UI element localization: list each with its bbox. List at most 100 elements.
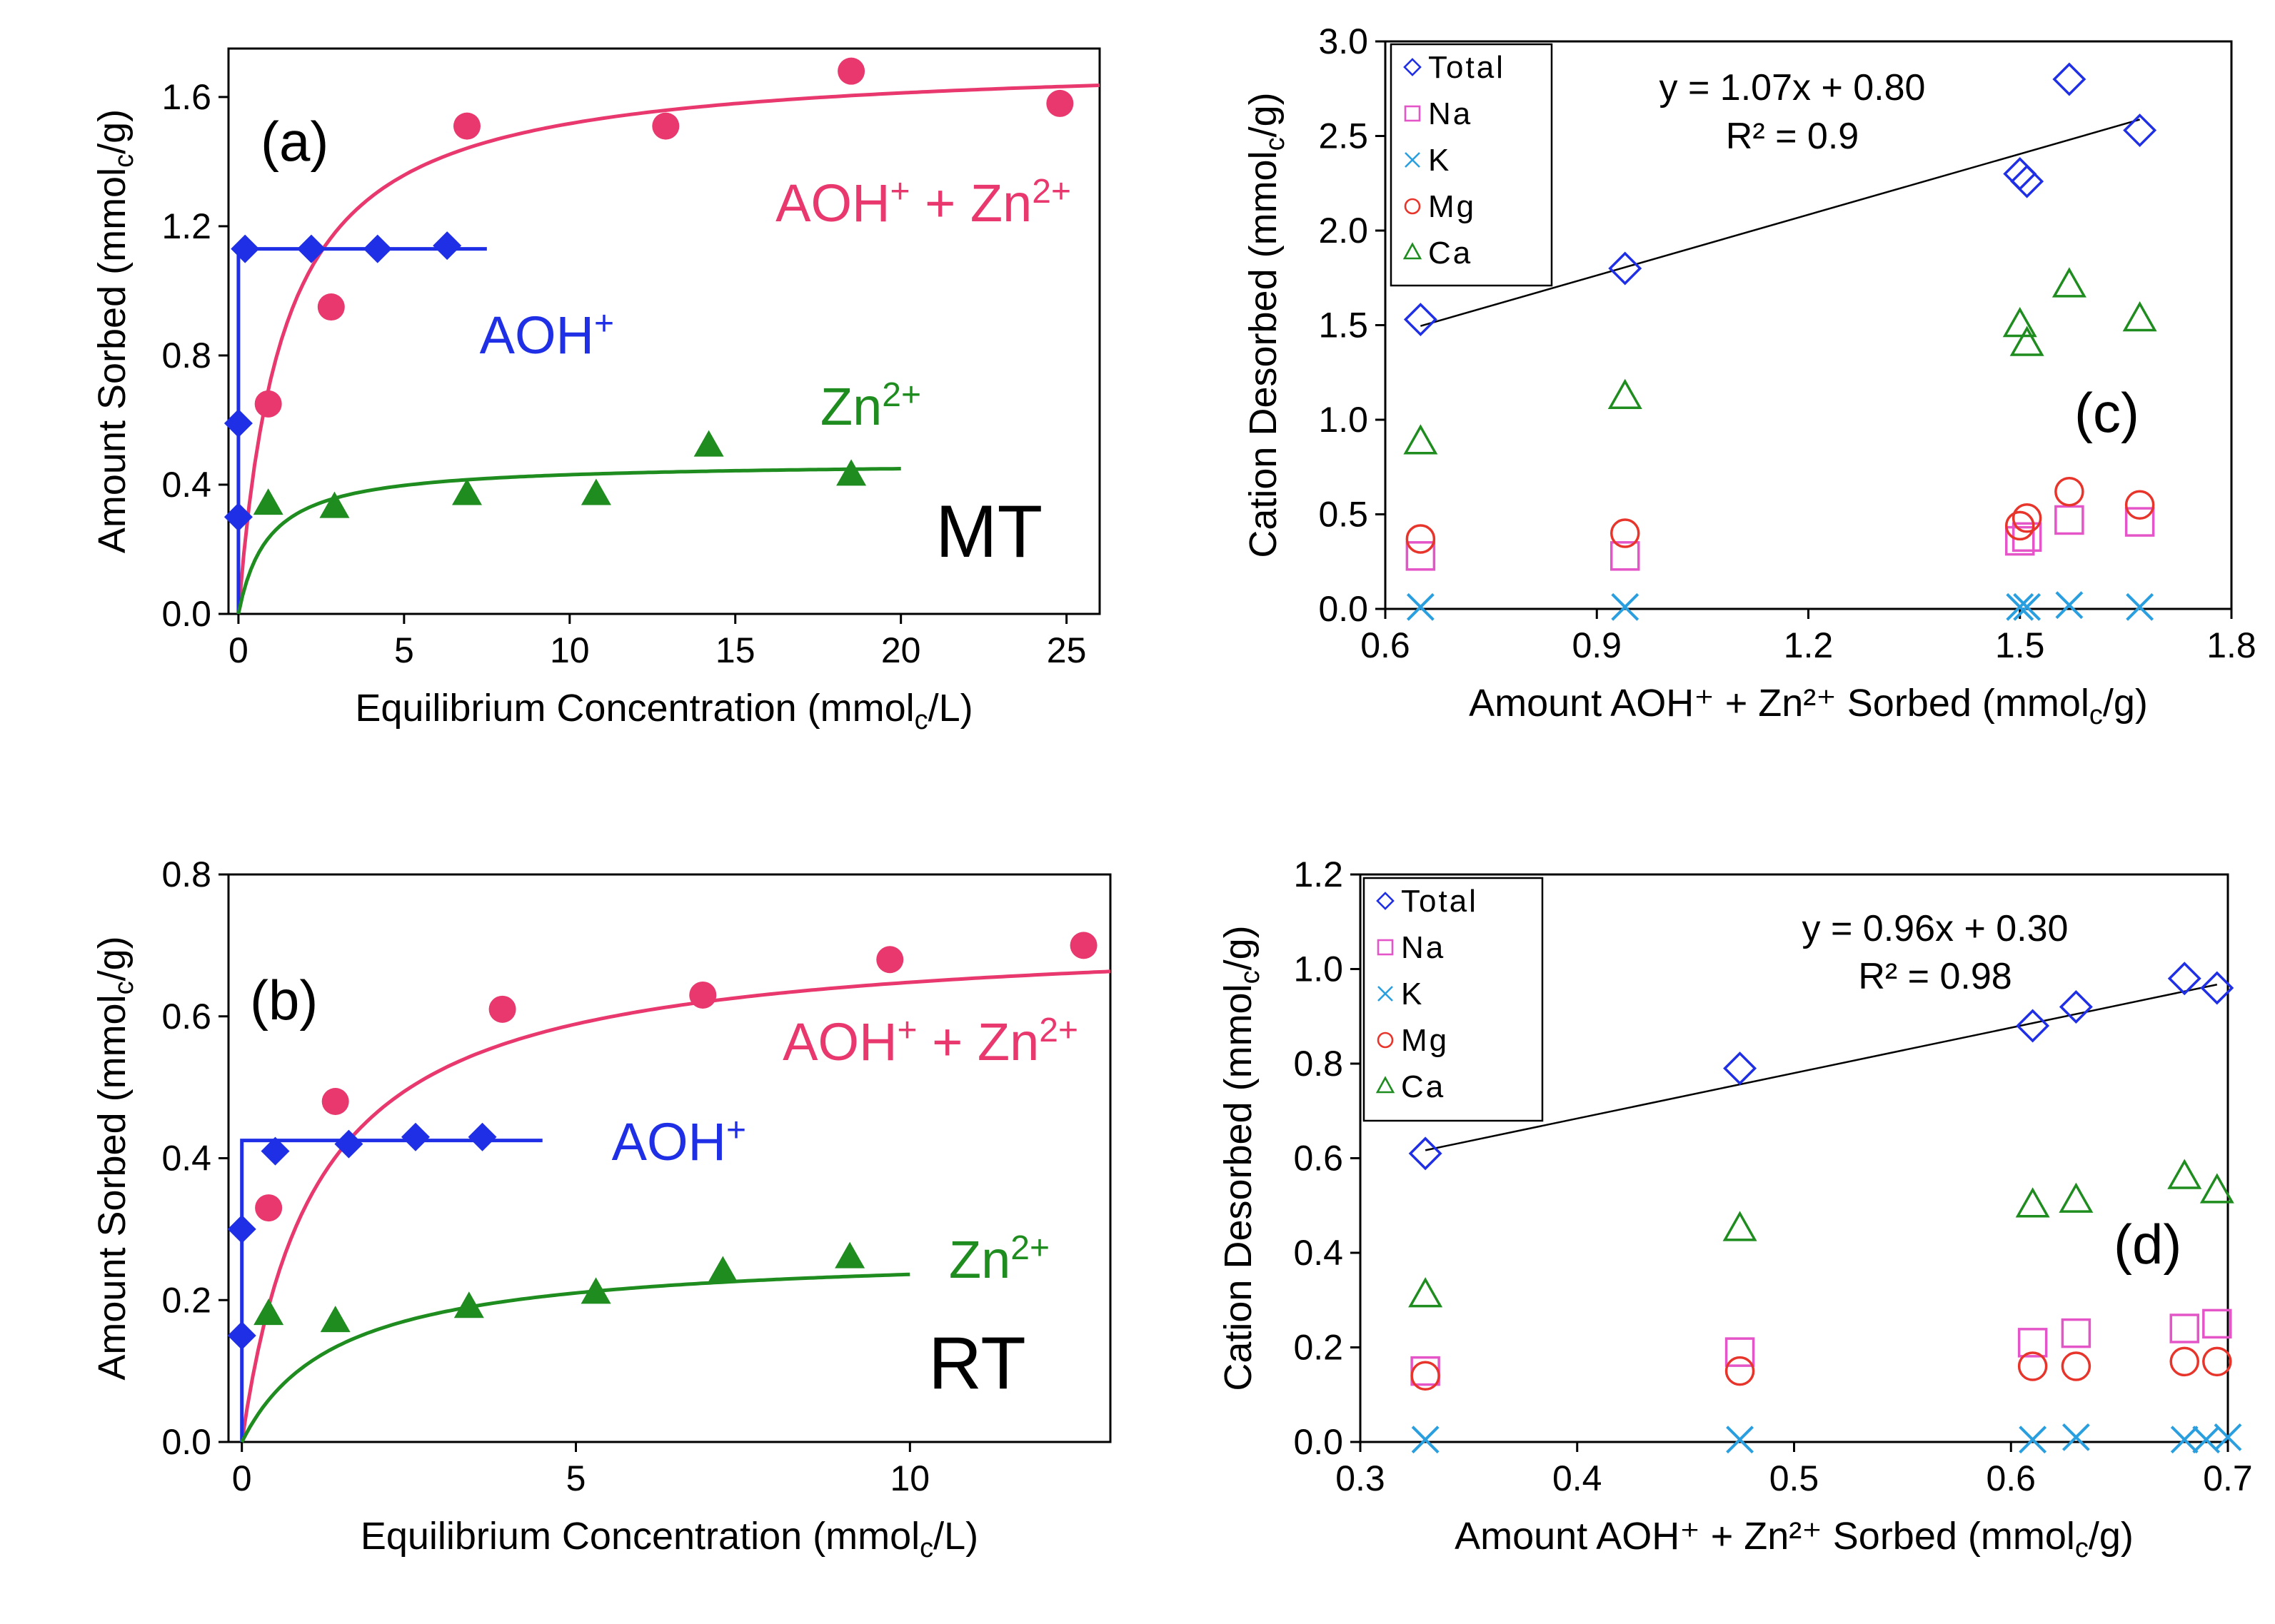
series-0: AOH+ + Zn2+ bbox=[236, 57, 1100, 615]
x-tick-label: 0.3 bbox=[1335, 1458, 1385, 1498]
x-tick-label: 0.4 bbox=[1552, 1458, 1602, 1498]
data-point bbox=[2051, 267, 2086, 298]
data-point bbox=[227, 1214, 256, 1244]
data-point bbox=[1724, 1356, 1755, 1386]
series-1: AOH+ bbox=[227, 1111, 746, 1442]
data-point bbox=[1405, 524, 1436, 554]
series-1: AOH+ bbox=[224, 231, 614, 614]
legend-marker-k bbox=[1377, 986, 1393, 1002]
data-point bbox=[652, 112, 680, 140]
data-point bbox=[296, 234, 326, 263]
x-axis-title: Equilibrium Concentration (mmolc/L) bbox=[361, 1515, 978, 1563]
x-tick-label: 0 bbox=[228, 630, 248, 670]
data-point bbox=[581, 478, 611, 505]
y-axis-title-sub: c bbox=[109, 981, 139, 994]
data-point bbox=[2009, 326, 2044, 356]
label-text: AOH bbox=[480, 306, 594, 365]
data-point bbox=[488, 995, 516, 1023]
data-point bbox=[2015, 1187, 2050, 1218]
legend-label-k: K bbox=[1401, 977, 1424, 1012]
data-point bbox=[581, 1277, 611, 1304]
data-point bbox=[2017, 1328, 2048, 1358]
x-tick-label: 0.6 bbox=[1360, 625, 1410, 665]
x-axis-title: Amount AOH⁺ + Zn²⁺ Sorbed (mmolc/g) bbox=[1455, 1515, 2134, 1563]
y-tick-label: 1.6 bbox=[161, 77, 211, 117]
y-tick-label: 1.0 bbox=[1318, 400, 1368, 440]
x-tick-label: 0.7 bbox=[2203, 1458, 2253, 1498]
data-point bbox=[1610, 518, 1640, 548]
y-axis-title-end: /g) bbox=[1217, 925, 1260, 970]
x-tick-label: 0 bbox=[232, 1458, 252, 1498]
data-point bbox=[2123, 114, 2157, 148]
panel-label: (c) bbox=[2074, 381, 2139, 444]
label-text: AOH bbox=[783, 1012, 897, 1071]
trend-r2: R² = 0.98 bbox=[1858, 956, 2012, 997]
x-axis-title-main: Equilibrium Concentration (mmol bbox=[355, 687, 914, 730]
data-point bbox=[2126, 592, 2154, 621]
legend-marker-na bbox=[1404, 105, 1421, 122]
legend-box bbox=[1390, 43, 1553, 287]
data-point bbox=[1070, 932, 1098, 959]
legend-label-total: Total bbox=[1401, 884, 1478, 919]
data-point bbox=[1723, 1051, 1757, 1086]
y-tick-label: 0.4 bbox=[161, 465, 211, 505]
x-tick-label: 1.5 bbox=[1995, 625, 2045, 665]
chart-panel-c: 0.0 0.5 1.0 1.5 2.0 2.5 3.0 0.6 0.9 1.2 1.5 1.8 Amou… bbox=[1242, 21, 2256, 730]
series-mg bbox=[1410, 1346, 2232, 1391]
data-point bbox=[224, 408, 253, 438]
data-point bbox=[1607, 378, 1642, 409]
data-point bbox=[1411, 1426, 1440, 1454]
plot-frame bbox=[227, 47, 1101, 615]
x-tick-label: 0.6 bbox=[1986, 1458, 2036, 1498]
data-point bbox=[1408, 1136, 1442, 1171]
chart-panel-d: 0.0 0.2 0.4 0.6 0.8 1.0 1.2 0.3 0.4 0.5 0.6 0.7 Amou… bbox=[1217, 854, 2253, 1563]
series-ca bbox=[1408, 1159, 2234, 1308]
label-sup: 2+ bbox=[1039, 1012, 1078, 1049]
legend-marker-na bbox=[1377, 939, 1394, 956]
data-point bbox=[1410, 1361, 1440, 1391]
y-axis-title: Amount Sorbed (mmolc/g) bbox=[91, 109, 139, 553]
legend-label-ca: Ca bbox=[1401, 1069, 1445, 1104]
x-tick-label: 20 bbox=[881, 630, 921, 670]
data-point bbox=[1046, 89, 1074, 117]
series-label: Zn2+ bbox=[820, 376, 921, 437]
label-sup: 2+ bbox=[882, 376, 921, 414]
label-sup: 2+ bbox=[1032, 173, 1071, 211]
trend-equation: y = 0.96x + 0.30 bbox=[1802, 908, 2069, 949]
y-tick-label: 0.4 bbox=[1293, 1233, 1343, 1273]
data-point bbox=[2059, 990, 2093, 1024]
x-tick-label: 5 bbox=[566, 1458, 586, 1498]
data-point bbox=[1403, 424, 1438, 455]
y-axis-title-sub: c bbox=[1260, 137, 1290, 151]
y-tick-label: 2.0 bbox=[1318, 211, 1368, 251]
y-tick-label: 3.0 bbox=[1318, 21, 1368, 61]
data-point bbox=[2167, 1159, 2202, 1189]
data-point bbox=[468, 1122, 497, 1151]
data-point bbox=[1611, 592, 1639, 621]
y-axis-title-main: Cation Desorbed (mmol bbox=[1242, 151, 1285, 558]
legend-marker-total bbox=[1403, 58, 1422, 76]
data-point bbox=[2061, 1423, 2090, 1451]
legend-marker-mg bbox=[1377, 1032, 1394, 1049]
data-point bbox=[363, 234, 392, 263]
x-tick-label: 25 bbox=[1047, 630, 1087, 670]
data-point bbox=[453, 112, 481, 140]
label-sup: + bbox=[898, 1012, 918, 1049]
y-axis-title: Amount Sorbed (mmolc/g) bbox=[91, 936, 139, 1380]
trend-equation: y = 1.07x + 0.80 bbox=[1659, 67, 1926, 109]
data-point bbox=[2124, 507, 2155, 537]
y-tick-label: 0.8 bbox=[161, 336, 211, 375]
data-point bbox=[2052, 62, 2086, 96]
series-mg bbox=[1405, 476, 2155, 554]
data-point bbox=[2192, 1426, 2221, 1454]
legend-label-total: Total bbox=[1428, 50, 1505, 85]
y-tick-label: 0.4 bbox=[161, 1139, 211, 1179]
data-point bbox=[2006, 592, 2034, 621]
data-point bbox=[227, 1321, 256, 1350]
y-axis-title: Cation Desorbed (mmolc/g) bbox=[1242, 92, 1290, 558]
data-point bbox=[2170, 1426, 2199, 1454]
data-point bbox=[451, 478, 482, 505]
y-tick-label: 2.5 bbox=[1318, 116, 1368, 156]
y-axis-title-main: Cation Desorbed (mmol bbox=[1217, 984, 1260, 1391]
series-2: Zn2+ bbox=[240, 1229, 1050, 1443]
